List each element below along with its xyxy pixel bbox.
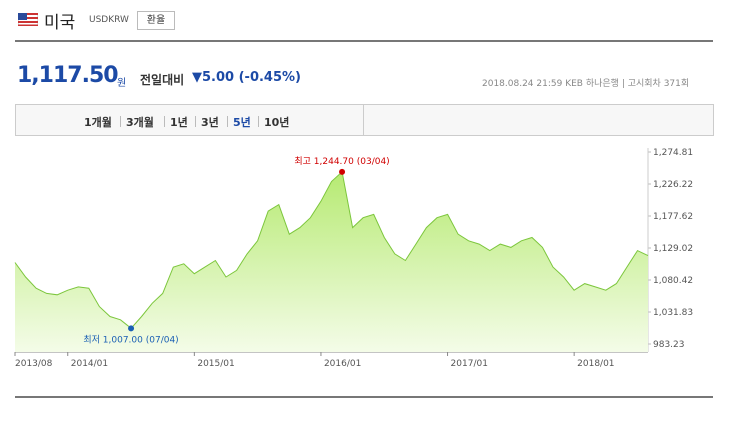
extreme-point <box>339 168 346 175</box>
price-unit: 원 <box>117 78 127 89</box>
y-tick-label: 983.23 <box>653 340 685 350</box>
round: 고시회차 371회 <box>627 79 690 89</box>
tab[interactable]: 1개월 <box>84 116 112 129</box>
change-value: 5.00 <box>202 70 235 85</box>
tab-divider <box>363 104 364 136</box>
tab-separator <box>120 116 121 127</box>
tab-bar <box>15 104 714 136</box>
x-tick-label: 2015/01 <box>197 359 234 369</box>
y-tick-label: 1,080.42 <box>653 276 693 286</box>
rate-button[interactable]: 환율 <box>137 11 175 30</box>
tab-separator <box>227 116 228 127</box>
flag <box>18 13 38 26</box>
x-tick-label: 2014/01 <box>71 359 108 369</box>
code: USDKRW <box>89 15 129 25</box>
area <box>15 171 648 352</box>
x-tick-label: 2016/01 <box>324 359 361 369</box>
y-tick-label: 1,177.62 <box>653 212 693 222</box>
extreme-point <box>128 325 135 332</box>
tab[interactable]: 10년 <box>264 116 290 129</box>
tab[interactable]: 3년 <box>201 116 219 129</box>
y-tick-label: 1,129.02 <box>653 244 693 254</box>
change-label: 전일대비 <box>140 73 185 87</box>
tab-separator <box>195 116 196 127</box>
country: 미국 <box>44 13 76 33</box>
tab-separator <box>258 116 259 127</box>
datetime: 2018.08.24 21:59 <box>482 79 563 89</box>
bank: KEB 하나은행 <box>565 79 619 89</box>
divider <box>15 396 713 398</box>
annotation: 최고 1,244.70 (03/04) <box>294 156 389 167</box>
x-tick-label: 2017/01 <box>451 359 488 369</box>
line <box>14 170 649 329</box>
y-tick-label: 1,274.81 <box>653 148 693 158</box>
info: 2018.08.24 21:59 KEB 하나은행 | 고시회차 371회 <box>482 79 690 89</box>
annotation: 최저 1,007.00 (07/04) <box>83 334 178 345</box>
change: ▼5.00 (-0.45%) <box>192 70 301 85</box>
price: 1,117.50 <box>17 63 119 88</box>
direction: ▼ <box>192 70 202 85</box>
x-tick-label: 2018/01 <box>577 359 614 369</box>
x-tick-label: 2013/08 <box>15 359 53 369</box>
tab[interactable]: 3개월 <box>126 116 154 129</box>
tab[interactable]: 1년 <box>170 116 188 129</box>
change-pct: (-0.45%) <box>238 70 301 85</box>
tab-separator <box>164 116 165 127</box>
y-tick-label: 1,031.83 <box>653 308 693 318</box>
chart: 1,274.81 1,226.22 1,177.62 1,129.02 1,080.42… <box>14 148 693 369</box>
divider <box>15 40 713 42</box>
y-tick-label: 1,226.22 <box>653 180 693 190</box>
tab[interactable]: 5년 <box>233 116 251 129</box>
